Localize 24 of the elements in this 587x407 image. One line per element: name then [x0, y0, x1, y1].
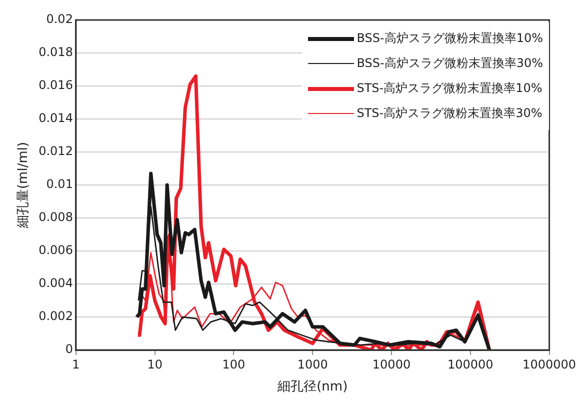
x-tick-label: 100 — [222, 357, 246, 372]
x-tick-label: 1000000 — [522, 357, 576, 372]
y-tick-label: 0.014 — [38, 111, 73, 126]
y-tick-label: 0.008 — [38, 210, 73, 224]
y-tick-label: 0.02 — [46, 12, 73, 26]
x-tick-label: 10 — [147, 357, 162, 372]
x-tick-label: 100000 — [447, 357, 494, 372]
y-tick-label: 0.004 — [38, 276, 73, 290]
x-tick-label: 10000 — [372, 357, 411, 372]
legend-label: BSS-高炉スラグ微粉末置換率30% — [356, 55, 543, 72]
legend-label: STS-高炉スラグ微粉末置換率10% — [356, 80, 542, 97]
x-tick-label: 1000 — [297, 357, 328, 372]
y-tick-label: 0 — [65, 342, 73, 356]
x-axis-title: 細孔径(nm) — [276, 380, 348, 395]
y-tick-label: 0.002 — [38, 309, 73, 324]
legend-label: BSS-高炉スラグ微粉末置換率10% — [356, 30, 543, 47]
y-axis-title: 細孔量(ml/ml) — [16, 142, 32, 230]
y-tick-label: 0.006 — [38, 243, 73, 258]
legend-label: STS-高炉スラグ微粉末置換率30% — [356, 105, 542, 122]
y-tick-label: 0.018 — [38, 45, 73, 60]
x-tick-label: 1 — [72, 357, 80, 372]
y-tick-label: 0.016 — [38, 78, 73, 92]
y-tick-label: 0.012 — [38, 144, 73, 158]
y-tick-label: 0.01 — [46, 177, 73, 192]
